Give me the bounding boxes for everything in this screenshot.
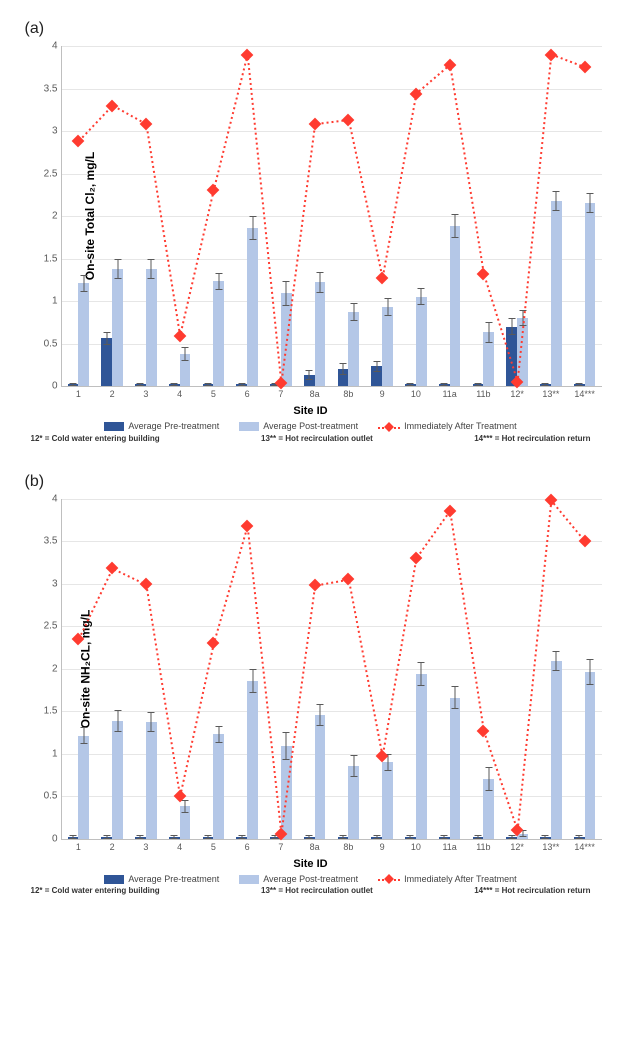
legend-item-pre: Average Pre-treatment <box>104 421 219 432</box>
footnote-item: 12* = Cold water entering building <box>31 434 160 443</box>
y-tick-label: 2.5 <box>44 621 62 632</box>
line-layer <box>62 46 602 386</box>
x-tick-label: 13** <box>542 386 559 399</box>
x-tick-label: 10 <box>411 386 421 399</box>
x-tick-label: 4 <box>177 839 182 852</box>
plot-area: 00.511.522.533.54On-site NH₂CL, mg/L1234… <box>61 499 602 840</box>
x-tick-label: 14*** <box>574 839 595 852</box>
chart-panel: (b) 00.511.522.533.54On-site NH₂CL, mg/L1… <box>21 473 601 896</box>
legend-item-line: Immediately After Treatment <box>378 421 517 432</box>
legend: Average Pre-treatment Average Post-treatm… <box>21 421 601 432</box>
panel-label: (b) <box>25 473 601 491</box>
line-layer <box>62 499 602 839</box>
chart-panel: (a) 00.511.522.533.54On-site Total Cl₂, m… <box>21 20 601 443</box>
legend-item-line: Immediately After Treatment <box>378 874 517 885</box>
footnote-item: 13** = Hot recirculation outlet <box>261 886 373 895</box>
x-tick-label: 9 <box>380 386 385 399</box>
footnote-item: 14*** = Hot recirculation return <box>474 886 590 895</box>
x-tick-label: 9 <box>380 839 385 852</box>
x-tick-label: 2 <box>110 839 115 852</box>
legend: Average Pre-treatment Average Post-treatm… <box>21 874 601 885</box>
y-tick-label: 4 <box>52 41 62 52</box>
footnote-item: 14*** = Hot recirculation return <box>474 434 590 443</box>
x-tick-label: 11a <box>442 839 456 852</box>
x-tick-label: 6 <box>245 386 250 399</box>
legend-item-pre: Average Pre-treatment <box>104 874 219 885</box>
x-tick-label: 8b <box>343 839 353 852</box>
y-tick-label: 2.5 <box>44 168 62 179</box>
y-tick-label: 4 <box>52 493 62 504</box>
x-tick-label: 8a <box>310 386 320 399</box>
x-tick-label: 8a <box>310 839 320 852</box>
legend-item-post: Average Post-treatment <box>239 421 358 432</box>
trend-line <box>78 55 584 384</box>
legend-item-post: Average Post-treatment <box>239 874 358 885</box>
y-tick-label: 3.5 <box>44 83 62 94</box>
x-tick-label: 8b <box>343 386 353 399</box>
x-tick-label: 1 <box>76 386 81 399</box>
x-tick-label: 5 <box>211 386 216 399</box>
x-tick-label: 11b <box>476 386 490 399</box>
panel-label: (a) <box>25 20 601 38</box>
trend-line <box>78 500 584 833</box>
y-tick-label: 0.5 <box>44 791 62 802</box>
plot-area: 00.511.522.533.54On-site Total Cl₂, mg/L… <box>61 46 602 387</box>
footnotes: 12* = Cold water entering building 13** =… <box>31 434 591 443</box>
y-tick-label: 0.5 <box>44 338 62 349</box>
y-tick-label: 3 <box>52 578 62 589</box>
y-tick-label: 1.5 <box>44 706 62 717</box>
x-tick-label: 14*** <box>574 386 595 399</box>
footnote-item: 12* = Cold water entering building <box>31 886 160 895</box>
x-tick-label: 2 <box>110 386 115 399</box>
x-tick-label: 11b <box>476 839 490 852</box>
x-tick-label: 4 <box>177 386 182 399</box>
x-tick-label: 5 <box>211 839 216 852</box>
y-tick-label: 1.5 <box>44 253 62 264</box>
y-tick-label: 3 <box>52 126 62 137</box>
x-tick-label: 6 <box>245 839 250 852</box>
x-tick-label: 12* <box>510 839 524 852</box>
x-axis-label: Site ID <box>21 858 601 870</box>
x-tick-label: 10 <box>411 839 421 852</box>
x-tick-label: 1 <box>76 839 81 852</box>
y-tick-label: 0 <box>52 833 62 844</box>
y-tick-label: 1 <box>52 748 62 759</box>
x-axis-label: Site ID <box>21 405 601 417</box>
x-tick-label: 3 <box>143 386 148 399</box>
footnotes: 12* = Cold water entering building 13** =… <box>31 886 591 895</box>
y-tick-label: 0 <box>52 381 62 392</box>
y-tick-label: 1 <box>52 296 62 307</box>
footnote-item: 13** = Hot recirculation outlet <box>261 434 373 443</box>
y-tick-label: 3.5 <box>44 536 62 547</box>
y-tick-label: 2 <box>52 663 62 674</box>
x-tick-label: 7 <box>278 839 283 852</box>
x-tick-label: 3 <box>143 839 148 852</box>
x-tick-label: 13** <box>542 839 559 852</box>
x-tick-label: 11a <box>442 386 456 399</box>
y-tick-label: 2 <box>52 211 62 222</box>
